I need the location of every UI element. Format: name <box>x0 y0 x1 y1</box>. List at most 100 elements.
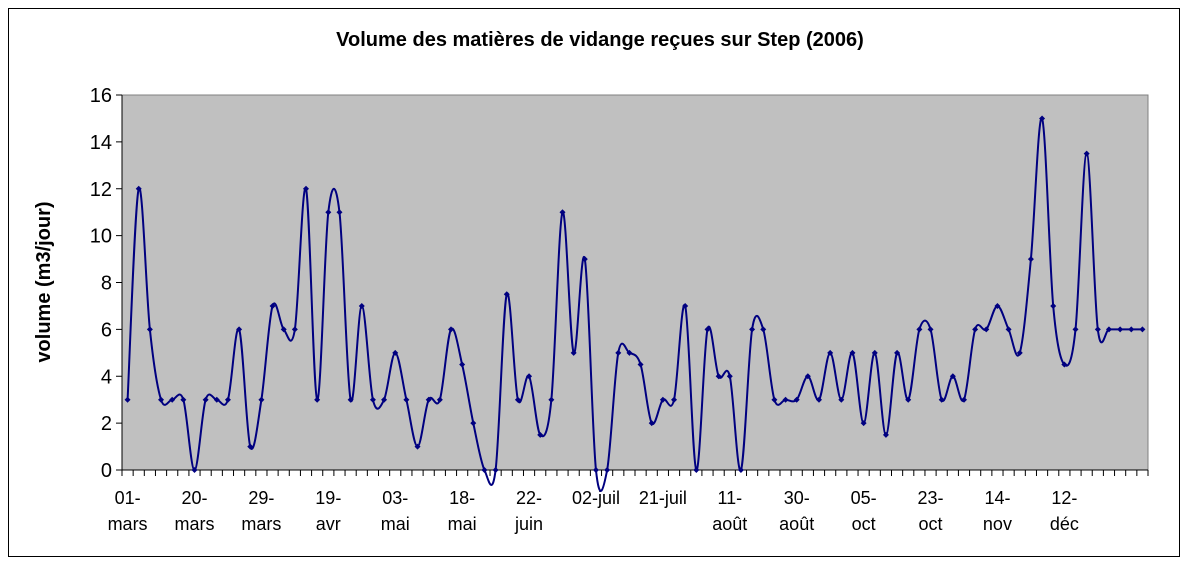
point-marker <box>1050 302 1057 309</box>
point-marker <box>425 396 432 403</box>
point-marker <box>682 302 689 309</box>
point-marker <box>1139 326 1146 333</box>
point-marker <box>838 396 845 403</box>
point-marker <box>369 396 376 403</box>
point-marker <box>559 209 566 216</box>
point-marker <box>492 467 499 473</box>
x-tick-label: 03-mai <box>381 488 410 534</box>
point-marker <box>1072 326 1079 333</box>
point-marker <box>782 396 789 403</box>
point-marker <box>704 326 711 333</box>
point-marker <box>414 443 421 450</box>
point-marker <box>894 349 901 356</box>
point-marker <box>291 326 298 333</box>
point-marker <box>158 396 165 403</box>
y-tick-label: 10 <box>90 226 112 248</box>
point-marker <box>659 396 666 403</box>
point-marker <box>470 420 477 427</box>
point-marker <box>236 326 243 333</box>
point-marker <box>436 396 443 403</box>
point-marker <box>793 396 800 403</box>
point-marker <box>737 467 744 473</box>
point-marker <box>213 396 220 403</box>
point-marker <box>180 396 187 403</box>
point-marker <box>871 349 878 356</box>
point-marker <box>347 396 354 403</box>
y-axis-label: volume (m3/jour) <box>33 201 55 362</box>
point-marker <box>949 373 956 380</box>
point-marker <box>303 185 310 192</box>
x-tick-label: 23-oct <box>918 488 944 534</box>
point-marker <box>771 396 778 403</box>
x-tick-label: 14-nov <box>983 488 1012 534</box>
x-tick-label: 21-juil <box>639 488 687 508</box>
x-tick-label: 01-mars <box>108 488 148 534</box>
point-marker <box>972 326 979 333</box>
y-tick-label: 4 <box>101 366 112 388</box>
point-marker <box>135 185 142 192</box>
point-marker <box>726 373 733 380</box>
x-tick-label: 12-déc <box>1050 488 1079 534</box>
point-marker <box>1027 256 1034 263</box>
point-marker <box>526 373 533 380</box>
point-marker <box>671 396 678 403</box>
point-marker <box>715 373 722 380</box>
point-marker <box>514 396 521 403</box>
point-marker <box>849 349 856 356</box>
point-marker <box>146 326 153 333</box>
point-marker <box>381 396 388 403</box>
x-tick-label: 19-avr <box>315 488 341 534</box>
point-marker <box>626 349 633 356</box>
point-marker <box>570 349 577 356</box>
point-marker <box>169 396 176 403</box>
series-line <box>126 117 1143 492</box>
point-marker <box>804 373 811 380</box>
y-tick-label: 0 <box>101 460 112 482</box>
point-marker <box>191 467 198 473</box>
point-marker <box>124 396 131 403</box>
point-marker <box>269 302 276 309</box>
y-tick-label: 12 <box>90 179 112 201</box>
point-marker <box>916 326 923 333</box>
chart-title: Volume des matières de vidange reçues su… <box>336 29 864 51</box>
point-marker <box>459 361 466 368</box>
point-marker <box>860 420 867 427</box>
point-marker <box>882 431 889 438</box>
x-tick-label: 22-juin <box>514 488 543 534</box>
point-marker <box>604 467 611 473</box>
point-marker <box>938 396 945 403</box>
point-marker <box>581 256 588 263</box>
point-marker <box>548 396 555 403</box>
y-tick-label: 2 <box>101 413 112 435</box>
point-marker <box>983 326 990 333</box>
point-marker <box>749 326 756 333</box>
point-marker <box>202 396 209 403</box>
x-tick-label: 29-mars <box>241 488 281 534</box>
point-marker <box>537 431 544 438</box>
point-marker <box>1039 115 1046 122</box>
x-tick-label: 05-oct <box>851 488 877 534</box>
point-marker <box>1016 349 1023 356</box>
point-marker <box>1128 326 1135 333</box>
point-marker <box>247 443 254 450</box>
point-marker <box>447 326 454 333</box>
point-marker <box>1117 326 1124 333</box>
plot-area <box>121 94 1149 471</box>
point-marker <box>693 467 700 473</box>
point-marker <box>1061 361 1068 368</box>
x-tick-label: 11-août <box>712 488 747 534</box>
point-marker <box>637 361 644 368</box>
y-tick-label: 8 <box>101 273 112 295</box>
y-tick-label: 16 <box>90 85 112 107</box>
point-marker <box>760 326 767 333</box>
point-marker <box>503 291 510 298</box>
point-marker <box>827 349 834 356</box>
point-marker <box>994 302 1001 309</box>
point-marker <box>392 349 399 356</box>
point-marker <box>1005 326 1012 333</box>
y-tick-label: 14 <box>90 132 112 154</box>
point-marker <box>314 396 321 403</box>
point-marker <box>325 209 332 216</box>
point-marker <box>592 467 599 473</box>
point-marker <box>1105 326 1112 333</box>
